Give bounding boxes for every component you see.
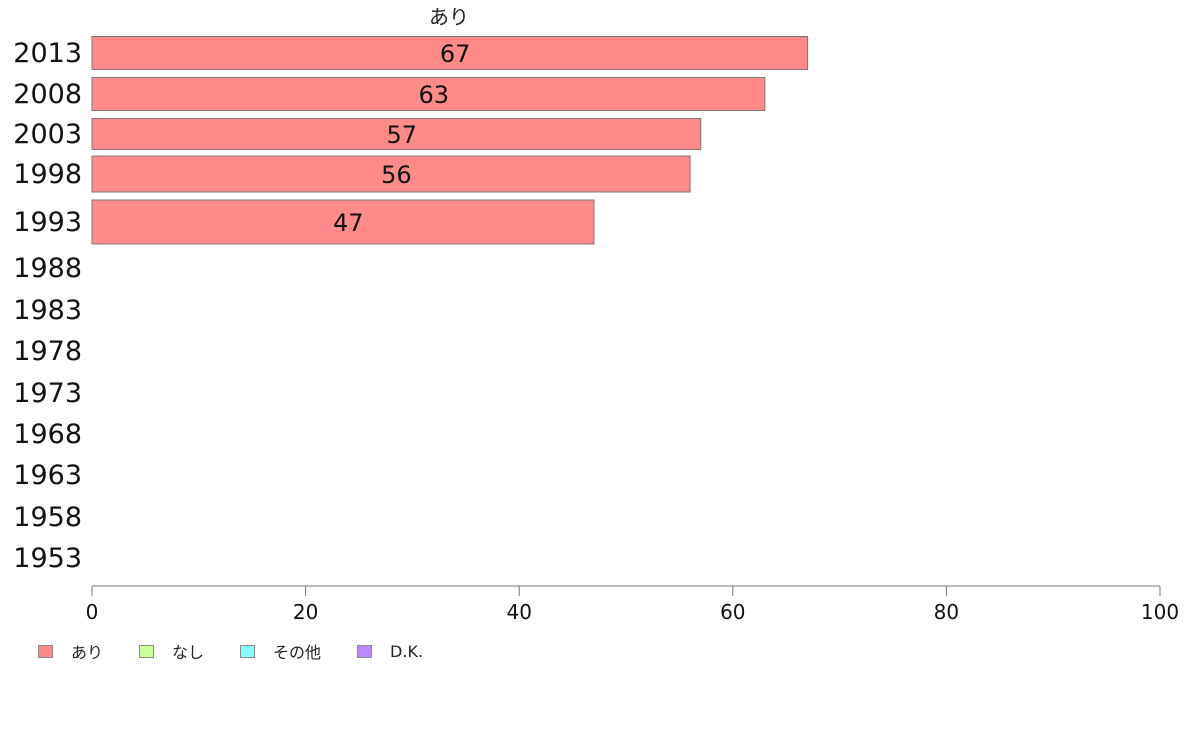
legend-label-ari: あり [71,643,104,662]
legend-swatch-ari [38,644,53,658]
x-tick-label: 100 [1141,600,1179,624]
x-tick-label: 0 [86,600,99,624]
legend: あり なし その他 D.K. [38,639,459,663]
y-category-label: 1968 [13,419,82,450]
bar-data-label: 63 [418,81,449,109]
legend-label-dk: D.K. [390,641,424,661]
y-category-label: 1993 [13,207,82,238]
legend-item-dk: D.K. [357,642,423,661]
y-category-label: 1988 [13,253,82,284]
x-tick-label: 60 [720,600,745,624]
x-tick-label: 40 [506,600,531,624]
bar [91,155,691,193]
legend-swatch-sonota [240,644,256,658]
bar [91,77,766,111]
y-category-label: 1978 [13,336,82,367]
y-category-label: 2003 [13,119,82,150]
legend-swatch-nashi [139,644,155,658]
y-category-label: 1973 [13,378,82,409]
y-category-label: 1998 [13,159,82,190]
bar [91,199,595,245]
bar [91,118,702,150]
y-category-label: 2013 [13,38,82,69]
bar-data-label: 67 [440,40,471,68]
bar-data-label: 57 [386,121,417,149]
chart-title: あり [429,5,469,29]
legend-label-nashi: なし [172,643,205,662]
y-category-label: 1983 [13,295,82,326]
x-tick-label: 20 [293,600,318,624]
legend-label-sonota: その他 [273,643,322,662]
legend-item-sonota: その他 [240,639,321,663]
legend-swatch-dk [357,644,373,658]
x-tick-label: 80 [934,600,959,624]
bar-data-label: 56 [381,161,412,189]
y-category-label: 1953 [13,543,82,574]
y-category-label: 1958 [13,502,82,533]
legend-item-nashi: なし [139,639,204,663]
legend-item-ari: あり [38,639,103,663]
bar [91,36,809,70]
y-category-label: 2008 [13,79,82,110]
bar-data-label: 47 [333,209,364,237]
y-category-label: 1963 [13,460,82,491]
